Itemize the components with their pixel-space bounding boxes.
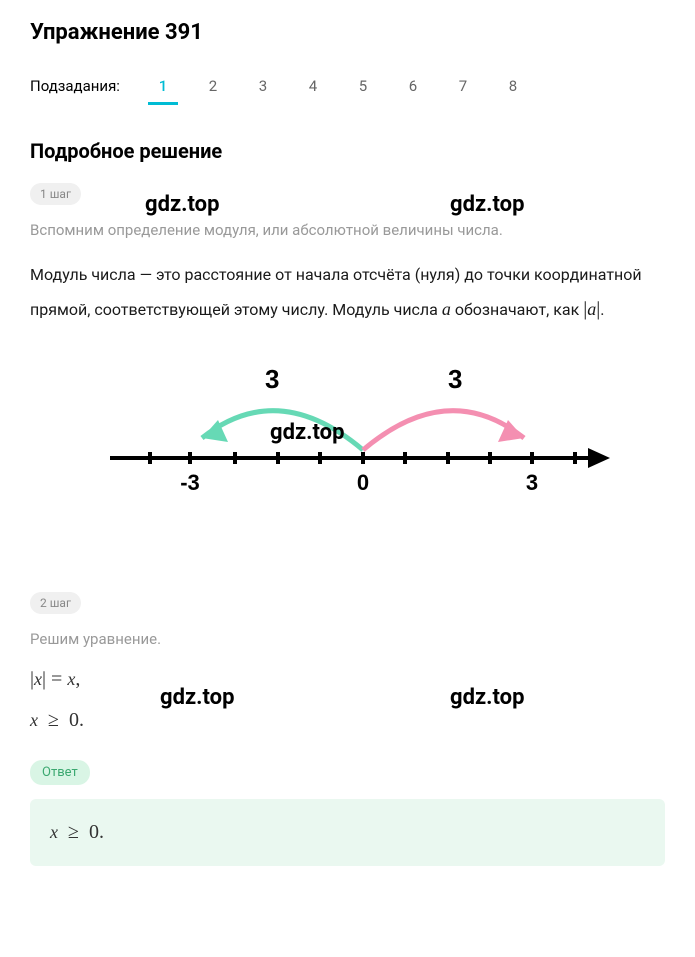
tab-7[interactable]: 7 [438,69,488,103]
subtasks-bar: Подзадания: 1 2 3 4 5 6 7 8 [30,69,665,103]
equation-1: |x| = x, [30,668,665,691]
svg-text:3: 3 [526,470,538,495]
tab-4[interactable]: 4 [288,69,338,103]
answer-box: x ≥ 0. [30,799,665,866]
subtasks-label: Подзадания: [30,77,120,95]
arc-right [363,411,524,450]
step1-intro: Вспомним определение модуля, или абсолют… [30,219,665,242]
watermark: gdz.top [450,192,524,217]
tab-2[interactable]: 2 [188,69,238,103]
step1-var-a: a [442,299,451,319]
section-title: Подробное решение [30,139,665,163]
step2-intro: Решим уравнение. [30,628,665,651]
tab-3[interactable]: 3 [238,69,288,103]
number-line-diagram: 3 3 -3 0 3 [30,358,665,522]
number-line-svg: 3 3 -3 0 3 [30,358,665,518]
step1-abs-var: a [587,299,596,319]
answer-badge: Ответ [30,760,90,785]
step1-abs-a: |a| [583,298,600,320]
watermark: gdz.top [145,192,219,217]
arc-left-label: 3 [265,364,279,394]
svg-text:0: 0 [357,470,369,495]
axis-labels: -3 0 3 [180,470,538,495]
step1-body-post: . [600,300,604,319]
tabs: 1 2 3 4 5 6 7 8 [138,69,538,103]
arc-right-label: 3 [448,364,462,394]
page-title: Упражнение 391 [30,20,665,45]
tab-8[interactable]: 8 [488,69,538,103]
tab-6[interactable]: 6 [388,69,438,103]
svg-text:-3: -3 [180,470,200,495]
equation-2: x ≥ 0. [30,709,665,732]
step1-body-mid: обозначают, как [451,300,583,319]
tab-1[interactable]: 1 [138,69,188,103]
step2-badge: 2 шаг [30,592,81,614]
step1-badge: 1 шаг [30,183,81,205]
step1-body: Модуль числа — это расстояние от начала … [30,260,665,328]
arc-left [202,411,363,450]
tab-5[interactable]: 5 [338,69,388,103]
axis-arrowhead [588,448,610,468]
